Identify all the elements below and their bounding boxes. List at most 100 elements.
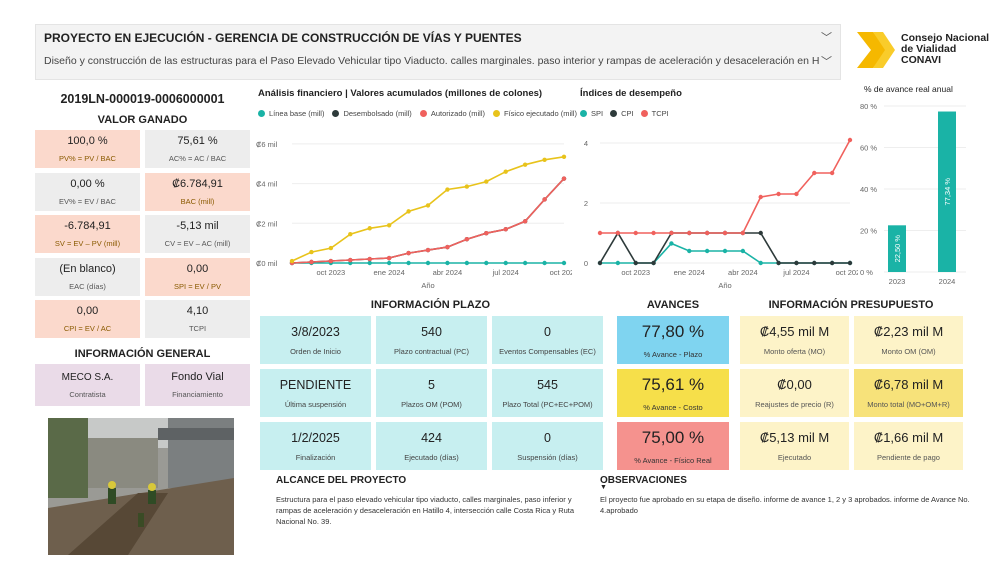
data-point xyxy=(776,260,781,266)
legend-linea-base-swatch xyxy=(258,110,265,117)
data-point xyxy=(722,248,728,254)
kpi-card-value: 100,0 % xyxy=(67,135,108,147)
kpi-card-label: CPI = EV / AC xyxy=(63,324,112,333)
x-tick-label: 2024 xyxy=(939,277,956,286)
x-tick-label: oct 2023 xyxy=(316,268,345,277)
data-point xyxy=(597,230,603,236)
data-point xyxy=(669,241,674,246)
data-point xyxy=(776,191,781,197)
plazo-card-label: Plazos OM (POM) xyxy=(401,399,462,409)
data-point xyxy=(561,154,567,159)
financial-chart-title: Análisis financiero | Valores acumulados… xyxy=(258,88,543,99)
data-point xyxy=(812,170,817,176)
avance-card-label: % Avance - Costo xyxy=(643,402,703,412)
x-tick-label: jul 2024 xyxy=(782,268,809,277)
plazo-card: 545 Plazo Total (PC+EC+POM) xyxy=(492,369,603,417)
presupuesto-card-label: Monto oferta (MO) xyxy=(763,347,826,356)
series-line xyxy=(600,139,851,234)
kpi-card: 4,10 TCPI xyxy=(145,300,250,338)
presupuesto-card: ₡2,23 mil M Monto OM (OM) xyxy=(854,316,963,364)
data-point xyxy=(406,209,411,214)
data-point xyxy=(561,260,567,266)
data-point xyxy=(425,203,431,208)
data-point xyxy=(722,230,728,236)
kpi-card: 100,0 % PV% = PV / BAC xyxy=(35,130,140,168)
avance-card: 75,61 % % Avance - Costo xyxy=(617,369,729,417)
data-point xyxy=(794,191,799,197)
kpi-card-value: 75,61 % xyxy=(177,135,218,147)
avance-card-value: 77,80 % xyxy=(641,321,705,341)
data-point xyxy=(406,260,411,266)
series-line xyxy=(291,156,565,262)
kpi-card: -6.784,91 SV = EV – PV (mill) xyxy=(35,215,140,253)
bar xyxy=(888,225,906,272)
kpi-card: 0,00 CPI = EV / AC xyxy=(35,300,140,338)
presupuesto-card-value: ₡4,55 mil M xyxy=(759,324,830,339)
presupuesto-card: ₡4,55 mil M Monto oferta (MO) xyxy=(740,316,849,364)
kpi-card-value: 0,00 xyxy=(186,262,209,275)
data-point xyxy=(328,245,334,251)
caret-down-icon[interactable]: ▼ xyxy=(600,484,607,491)
legend-spi-swatch xyxy=(580,110,587,117)
plazo-card-value: 0 xyxy=(544,324,551,339)
kpi-card-label: EV% = EV / BAC xyxy=(59,196,116,206)
kpi-card-label: CV = EV – AC (mill) xyxy=(164,239,231,248)
indices-chart[interactable]: 4 2 0 oct 2023 ene 2024 abr 2024 jul 2024 oct 2… xyxy=(576,120,858,295)
legend-cpi-swatch xyxy=(610,110,618,117)
plazo-card-value: 424 xyxy=(421,430,442,445)
data-point xyxy=(740,230,746,236)
legend-autorizado-swatch xyxy=(419,110,427,117)
kpi-card: 0,00 % EV% = EV / BAC xyxy=(35,172,140,211)
financial-chart[interactable]: ₡6 mil ₡4 mil ₡2 mil ₡0 mil oct 2023 ene 2024… xyxy=(254,120,572,295)
plazo-card-label: Última suspensión xyxy=(284,399,347,409)
kpi-card: -5,13 mil CV = EV – AC (mill) xyxy=(145,215,250,253)
avance-anual-chart[interactable]: 80 % 60 % 40 % 20 % 0 % 22,50 % 2023 77,34 % 202… xyxy=(858,96,970,296)
data-point xyxy=(367,226,372,231)
data-point xyxy=(484,179,489,184)
logo-text: Consejo Nacional de Vialidad CONAVI xyxy=(901,32,990,66)
y-tick-label: ₡0 mil xyxy=(256,259,278,268)
plazo-card-label: Orden de Inicio xyxy=(290,346,341,356)
alcance-title: ALCANCE DEL PROYECTO xyxy=(276,475,407,486)
data-point xyxy=(425,260,431,266)
data-point xyxy=(829,170,835,176)
plazo-card-label: Eventos Compensables (EC) xyxy=(499,346,596,356)
plazo-title: INFORMACIÓN PLAZO xyxy=(370,299,491,311)
data-point xyxy=(633,230,638,236)
plazo-card: 3/8/2023 Orden de Inicio xyxy=(260,316,371,364)
plazo-card-value: PENDIENTE xyxy=(279,377,352,392)
data-point xyxy=(561,176,567,181)
avance-card-label: % Avance - Físico Real xyxy=(634,455,712,465)
data-point xyxy=(758,260,763,266)
kpi-card-label: PV% = PV / BAC xyxy=(59,154,116,163)
observaciones-text: El proyecto fue aprobado en su etapa de … xyxy=(600,495,970,515)
bar-data-label: 77,34 % xyxy=(943,178,952,206)
data-point xyxy=(309,259,314,265)
data-point xyxy=(464,260,470,266)
plazo-card: 5 Plazos OM (POM) xyxy=(376,369,487,417)
dropdown-chevron-icon[interactable]: ﹀ xyxy=(821,56,832,68)
data-point xyxy=(503,169,508,174)
x-tick-label: ene 2024 xyxy=(373,268,404,277)
presupuesto-card-value: ₡6,78 mil M xyxy=(873,377,944,392)
y-tick-label: 80 % xyxy=(860,102,877,111)
kpi-card-label: EAC (días) xyxy=(69,281,106,291)
valor-ganado-title: VALOR GANADO xyxy=(97,114,188,126)
project-header[interactable]: PROYECTO EN EJECUCIÓN - GERENCIA DE CONS… xyxy=(35,24,841,80)
data-point xyxy=(542,260,547,266)
plazo-card-label: Plazo contractual (PC) xyxy=(393,346,470,356)
data-point xyxy=(740,248,746,254)
chevron-down-icon[interactable]: ﹀ xyxy=(821,32,832,44)
kpi-card-value: 0,00 % xyxy=(70,177,105,190)
data-point xyxy=(484,231,489,236)
kpi-card-label: AC% = AC / BAC xyxy=(168,154,227,163)
data-point xyxy=(406,250,411,256)
avance-card: 77,80 % % Avance - Plazo xyxy=(617,316,729,364)
data-point xyxy=(651,230,656,236)
y-tick-label: ₡4 mil xyxy=(256,180,278,189)
x-axis-label: Año xyxy=(421,281,434,290)
presupuesto-card-label: Monto OM (OM) xyxy=(881,347,936,356)
avance-card-value: 75,61 % xyxy=(641,374,705,394)
series-line xyxy=(599,231,850,264)
data-point xyxy=(704,230,710,236)
